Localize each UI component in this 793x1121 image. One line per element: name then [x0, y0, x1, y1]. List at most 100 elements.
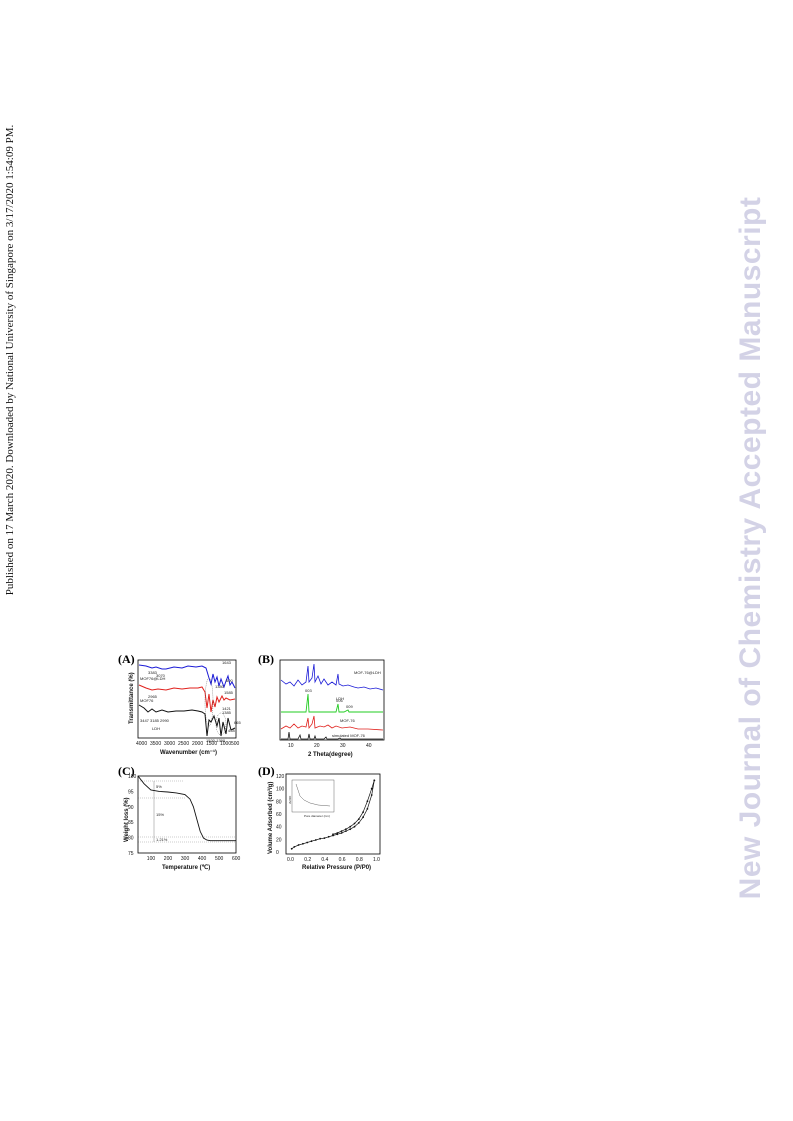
bet-ytick: 60 — [276, 812, 282, 818]
tga-anno-5: 5% — [156, 784, 162, 789]
ftir-legend-red: MOF76 — [140, 698, 154, 703]
bet-xtick: 0.0 — [287, 857, 294, 863]
tga-anno-15: 15% — [156, 812, 164, 817]
tga-xtick: 400 — [198, 856, 207, 862]
ftir-xtick: 4000 — [136, 741, 147, 747]
ftir-anno-3447: 3447 — [140, 718, 150, 723]
tga-xtick: 200 — [164, 856, 173, 862]
ftir-anno-458: 458 — [228, 728, 235, 733]
ftir-xtick: 1000 — [220, 741, 231, 747]
watermark-text: New Journal of Chemistry Accepted Manusc… — [734, 196, 767, 900]
tga-ytick: 100 — [128, 774, 137, 780]
tga-ytick: 90 — [128, 805, 134, 811]
tga-chart: (C) 5% 15% 1.21% 100 200 300 400 500 600 75 80… — [118, 764, 241, 871]
ftir-anno-3070: 3070 — [156, 673, 166, 678]
tga-xlabel: Temperature (℃) — [162, 864, 210, 871]
tga-xtick: 300 — [181, 856, 190, 862]
bet-xtick: 0.6 — [339, 857, 346, 863]
ftir-anno-1421: 1421 — [222, 706, 232, 711]
xrd-legend-black: simulated MOF-76 — [332, 733, 366, 738]
ftir-anno-3185: 3185 — [150, 718, 160, 723]
tga-xtick: 600 — [232, 856, 241, 862]
bet-x-ticks: 0.0 0.2 0.4 0.6 0.8 1.0 — [287, 857, 380, 863]
xrd-series-simulated — [281, 731, 383, 740]
bet-desorption-point — [357, 818, 360, 820]
ftir-xtick: 500 — [231, 741, 240, 747]
bet-ytick: 0 — [276, 850, 279, 856]
bet-points — [290, 779, 376, 850]
ftir-anno-1520-1390: 1520-1390 — [206, 738, 226, 743]
xrd-chart: (B) MOF-76@LDH LDH MOF-76 simulated MOF-… — [258, 652, 385, 758]
bet-desorption-point — [362, 811, 364, 813]
bet-adsorption-point — [290, 847, 293, 850]
bet-adsorption-point — [297, 844, 300, 846]
ftir-anno-2990: 2990 — [160, 718, 170, 723]
panel-d-label: (D) — [258, 764, 275, 778]
xrd-series-ldh — [281, 693, 383, 713]
bet-inset: Pore diameter (nm) dV/dD — [288, 779, 335, 818]
bet-adsorption-point — [302, 842, 304, 845]
bet-xtick: 0.8 — [356, 857, 363, 863]
bet-chart: (D) Pore diameter (nm) dV/dD 0.0 0.2 0.4 0.… — [258, 764, 381, 871]
ftir-xtick: 2000 — [192, 741, 203, 747]
bet-desorption-point — [366, 800, 369, 803]
panel-d-bet: (D) Pore diameter (nm) dV/dD 0.0 0.2 0.4 0.… — [258, 764, 386, 872]
bet-desorption-point — [340, 830, 343, 832]
bet-adsorption-point — [357, 822, 360, 824]
bet-adsorption-point — [362, 816, 364, 819]
journal-watermark: New Journal of Chemistry Accepted Manusc… — [734, 197, 793, 900]
bet-desorption-point — [345, 828, 347, 831]
ftir-anno-665: 665 — [234, 720, 241, 725]
ftir-chart: (A) 1643 3383 3070 MOF76@LDH 2965 MOF76 … — [118, 652, 241, 756]
xrd-legend-red: MOF-76 — [340, 718, 355, 723]
xrd-xtick: 10 — [288, 743, 294, 749]
xrd-xtick: 40 — [366, 743, 372, 749]
xrd-series-mof76 — [280, 715, 384, 731]
panel-b-xrd: (B) MOF-76@LDH LDH MOF-76 simulated MOF-… — [258, 652, 386, 760]
publication-note: Published on 17 March 2020. Downloaded b… — [4, 125, 24, 596]
bet-xtick: 1.0 — [373, 857, 380, 863]
xrd-xtick: 20 — [314, 743, 320, 749]
ftir-xlabel: Wavenumber (cm⁻¹) — [160, 749, 217, 756]
bet-desorption-point — [336, 832, 339, 834]
bet-ytick: 80 — [276, 799, 282, 805]
bet-ylabel: Volume Adsorbed (cm³/g) — [267, 782, 274, 854]
tga-anno-121: 1.21% — [156, 837, 168, 842]
tga-x-ticks: 100 200 300 400 500 600 — [147, 856, 241, 862]
bet-xlabel: Relative Pressure (P/P0) — [302, 865, 371, 871]
bet-ytick: 20 — [276, 837, 282, 843]
ftir-xtick: 2500 — [178, 741, 189, 747]
bet-ytick: 120 — [276, 774, 285, 780]
tga-ytick: 95 — [128, 789, 134, 795]
xrd-xtick: 30 — [340, 743, 346, 749]
bet-adsorption-point — [319, 837, 321, 840]
ftir-series-ldh — [138, 704, 236, 737]
ftir-anno-1643: 1643 — [222, 660, 232, 665]
ftir-anno-1380: 1380 — [215, 684, 225, 689]
bet-y-ticks: 0 20 40 60 80 100 120 — [276, 774, 285, 856]
ftir-xtick: 1500 — [206, 741, 217, 747]
bet-desorption-point — [373, 779, 376, 782]
tga-xtick: 500 — [215, 856, 224, 862]
tga-ytick: 75 — [128, 851, 134, 857]
ftir-anno-1385: 1385 — [222, 710, 232, 715]
ftir-anno-1585: 1585 — [224, 690, 234, 695]
xrd-frame — [279, 659, 385, 741]
tga-frame — [137, 775, 237, 854]
tga-ylabel: Weight loss (%) — [124, 797, 130, 842]
xrd-peak-003: 003 — [305, 688, 312, 693]
ftir-series-mof76 — [138, 684, 236, 713]
xrd-peak-009: 009 — [346, 704, 353, 709]
bet-adsorption-point — [345, 830, 347, 832]
tga-curve — [137, 775, 236, 842]
panel-c-label: (C) — [118, 764, 135, 778]
ftir-anno-600: 600 — [226, 678, 233, 683]
bet-adsorption-point — [310, 840, 313, 843]
ftir-frame — [137, 659, 237, 739]
bet-xtick: 0.2 — [304, 857, 311, 863]
tga-xtick: 100 — [147, 856, 156, 862]
publication-note-text: Published on 17 March 2020. Downloaded b… — [4, 124, 16, 596]
xrd-series-mof76-ldh — [280, 663, 384, 691]
panel-b-label: (B) — [258, 652, 274, 666]
bet-ytick: 40 — [276, 825, 282, 831]
